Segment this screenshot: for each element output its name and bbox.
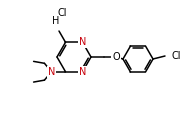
Text: N: N [79,37,86,47]
Text: N: N [48,67,55,77]
Text: Cl: Cl [57,8,67,18]
Text: O: O [112,52,120,62]
Text: Cl: Cl [172,51,181,61]
Text: H: H [52,16,60,26]
Text: N: N [79,67,86,77]
